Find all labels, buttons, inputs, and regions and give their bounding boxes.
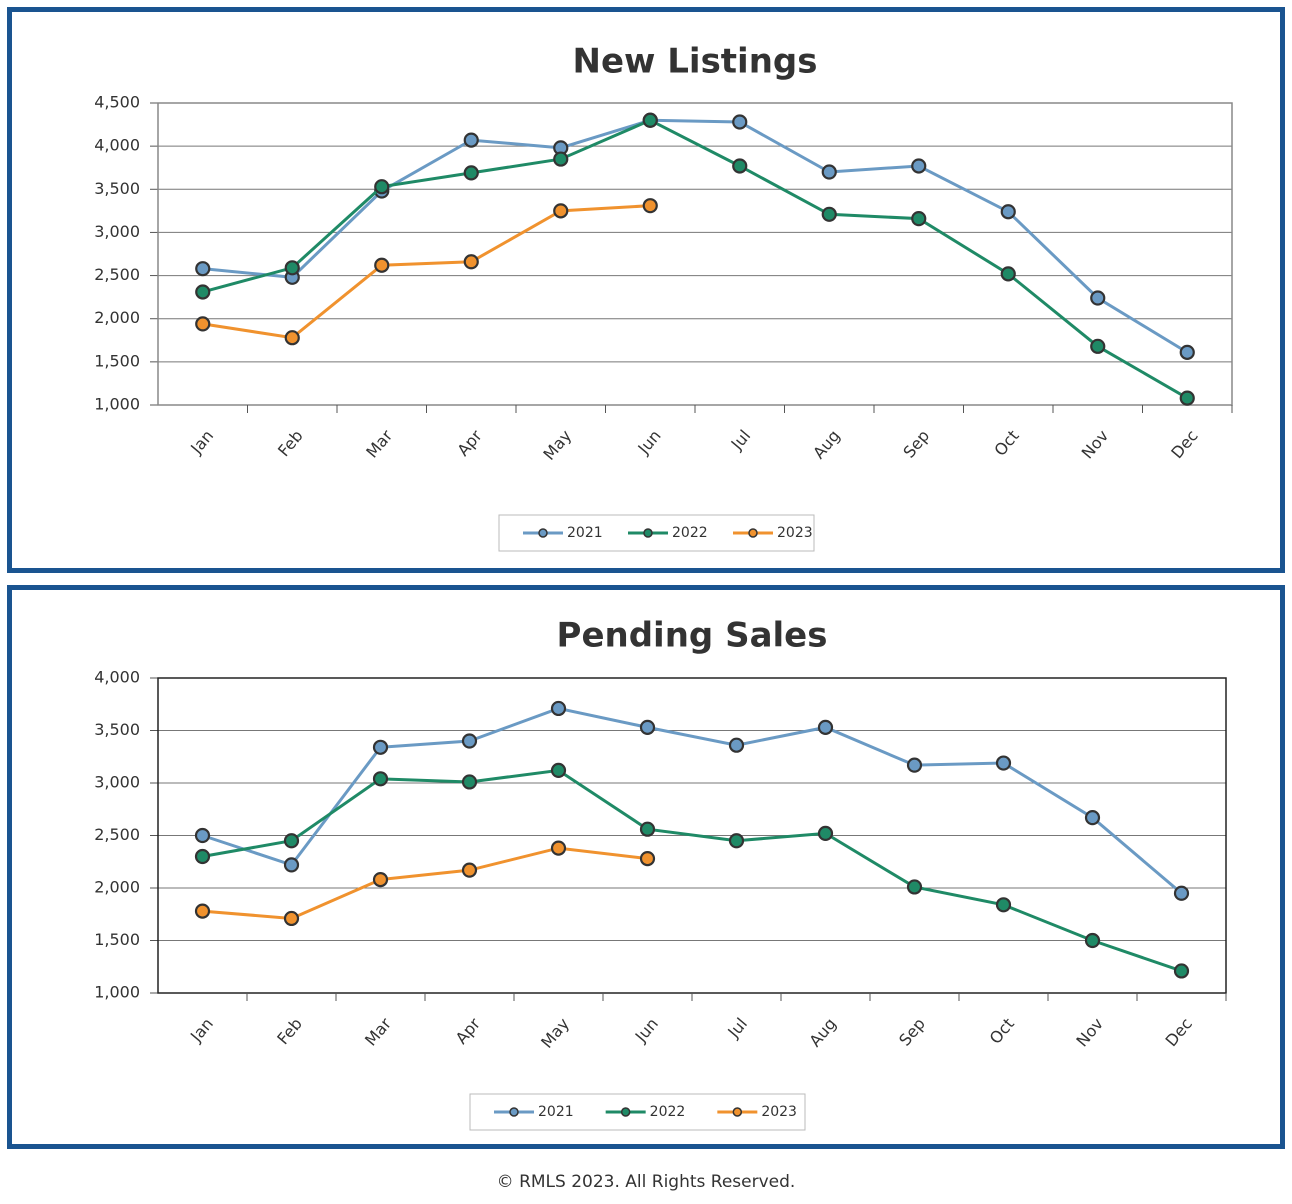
point — [1179, 390, 1195, 406]
point — [284, 260, 300, 276]
point — [817, 825, 834, 842]
point — [906, 757, 923, 773]
point — [372, 739, 389, 755]
point — [461, 862, 478, 878]
point — [194, 903, 211, 919]
y-tick-label: 3,000 — [94, 773, 140, 792]
point — [1084, 810, 1101, 826]
legend-label: 2023 — [777, 525, 813, 541]
series-line — [202, 768, 1182, 973]
chart-title: Pending Sales — [557, 616, 828, 656]
legend-label: 2023 — [761, 1104, 797, 1120]
series-line — [202, 118, 1189, 354]
point — [639, 821, 656, 837]
point — [1000, 204, 1016, 220]
point — [821, 164, 837, 180]
point — [995, 897, 1012, 913]
y-tick-label: 3,500 — [94, 720, 140, 739]
legend-marker — [732, 1107, 743, 1117]
y-tick-label: 1,000 — [94, 395, 140, 414]
point — [1090, 290, 1106, 306]
point — [374, 179, 390, 195]
legend-label: 2021 — [538, 1104, 574, 1120]
point — [195, 261, 211, 277]
point — [372, 771, 389, 787]
point — [911, 158, 927, 174]
point — [1084, 932, 1101, 949]
y-tick-label: 2,000 — [94, 308, 140, 327]
footer: © RMLS 2023. All Rights Reserved. — [497, 1172, 796, 1192]
panel — [7, 585, 1285, 1149]
y-tick-label: 1,500 — [94, 930, 140, 949]
y-tick-label: 4,000 — [94, 136, 140, 155]
chart-title: New Listings — [572, 42, 817, 82]
point — [639, 719, 656, 735]
point — [463, 132, 479, 148]
point — [463, 254, 479, 270]
y-tick-label: 2,500 — [94, 265, 140, 284]
point — [817, 719, 834, 735]
point — [195, 316, 211, 332]
point — [372, 871, 389, 888]
point — [995, 755, 1012, 771]
point — [553, 203, 569, 219]
point — [906, 879, 923, 895]
y-tick-label: 3,500 — [94, 179, 140, 198]
point — [283, 857, 300, 873]
point — [728, 737, 745, 753]
y-tick-label: 2,000 — [94, 878, 140, 897]
point — [1173, 963, 1190, 979]
y-tick-label: 1,500 — [94, 351, 140, 370]
point — [821, 206, 837, 222]
y-tick-label: 4,000 — [94, 668, 140, 687]
point — [1000, 266, 1016, 282]
point — [642, 112, 658, 128]
legend-label: 2021 — [567, 525, 603, 541]
point — [461, 733, 478, 749]
point — [1090, 338, 1106, 354]
point — [732, 158, 748, 174]
point — [194, 848, 211, 865]
point — [639, 850, 656, 867]
y-tick-label: 2,500 — [94, 825, 140, 844]
legend-marker — [538, 528, 548, 538]
y-tick-label: 3,000 — [94, 222, 140, 241]
point — [461, 774, 478, 790]
point — [463, 165, 479, 181]
legend-label: 2022 — [650, 1104, 686, 1120]
point — [550, 840, 567, 856]
point — [732, 114, 748, 130]
point — [1179, 344, 1195, 360]
point — [195, 284, 211, 300]
point — [553, 151, 569, 167]
legend-label: 2022 — [672, 525, 708, 541]
legend-marker — [643, 528, 653, 538]
point — [284, 330, 300, 346]
point — [911, 211, 927, 227]
point — [728, 833, 745, 849]
series-line — [202, 846, 648, 920]
point — [550, 700, 567, 717]
series-line — [202, 204, 651, 340]
point — [374, 257, 390, 273]
point — [642, 198, 658, 214]
legend-marker — [748, 528, 758, 538]
point — [1173, 885, 1190, 901]
legend-marker — [509, 1107, 519, 1117]
point — [283, 910, 300, 927]
y-tick-label: 1,000 — [94, 983, 140, 1002]
legend-marker — [620, 1107, 631, 1117]
series-line — [202, 706, 1183, 895]
point — [194, 827, 211, 844]
y-tick-label: 4,500 — [94, 93, 140, 112]
point — [283, 833, 300, 849]
point — [550, 762, 567, 779]
series-line — [202, 118, 1189, 400]
